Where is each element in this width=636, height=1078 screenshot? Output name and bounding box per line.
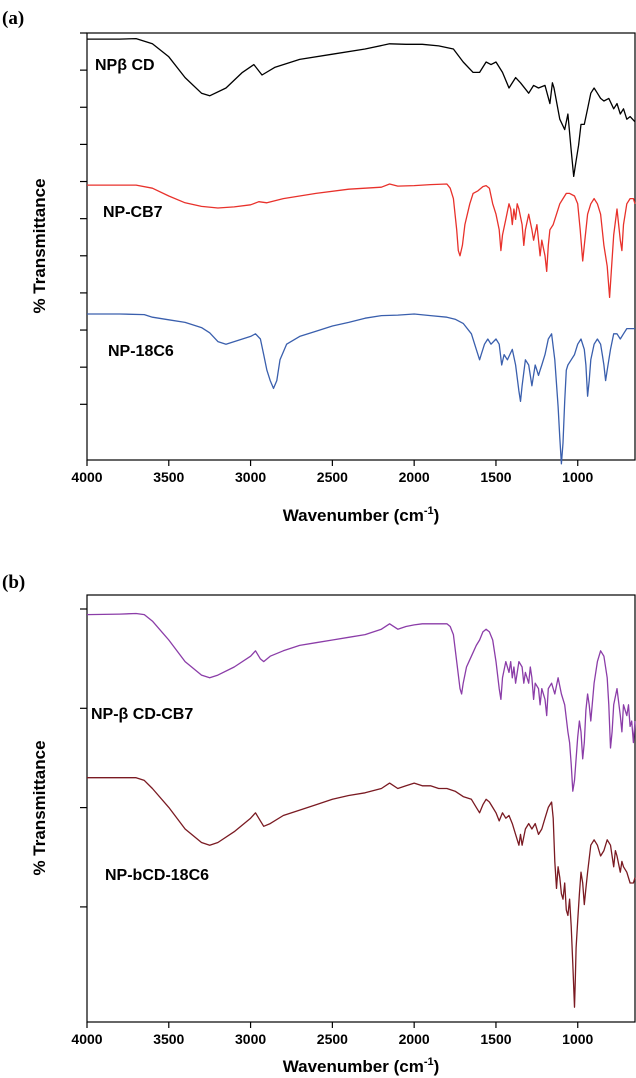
x-tick-label: 2000 — [399, 1031, 430, 1047]
panel-b-x-axis-title: Wavenumber (cm-1) — [283, 1056, 440, 1076]
panel-a-y-ticks — [80, 32, 87, 405]
panel-a-x-axis-title: Wavenumber (cm-1) — [283, 505, 440, 525]
panel-b-label: (b) — [2, 572, 25, 593]
series-line-1 — [87, 37, 636, 178]
panel-a-traces — [87, 37, 636, 465]
x-tick-label: 2000 — [399, 469, 430, 485]
panel-a-label: (a) — [2, 8, 24, 29]
panel-b: (b) 4000 3500 3000 2500 2000 1500 1000 NP-β CD… — [2, 572, 636, 1076]
series-label-np-beta-cd: NPβ CD — [95, 57, 155, 74]
panel-b-traces — [86, 612, 636, 1008]
series-line-2 — [87, 777, 636, 1008]
x-tick-label: 4000 — [71, 1031, 102, 1047]
panel-b-y-axis-title: % Transmittance — [30, 740, 49, 875]
panel-a-x-ticks: 4000 3500 3000 2500 2000 1500 1000 — [71, 460, 594, 485]
series-label-np-bcd-18c6: NP-bCD-18C6 — [105, 867, 209, 884]
x-tick-label: 1500 — [480, 469, 511, 485]
x-tick-label: 3000 — [235, 1031, 266, 1047]
panel-b-plot-frame — [86, 594, 636, 1023]
x-tick-label: 3500 — [153, 469, 184, 485]
series-label-np-beta-cd-cb7: NP-β CD-CB7 — [91, 706, 193, 723]
x-tick-label: 2500 — [317, 469, 348, 485]
panel-a-y-axis-title: % Transmittance — [30, 178, 49, 313]
series-line-1 — [86, 612, 636, 792]
panel-a: (a) 4000 3500 3000 2500 2000 1500 1000 NPβ CD … — [2, 8, 636, 525]
x-tick-label: 3000 — [235, 469, 266, 485]
panel-b-y-ticks — [80, 608, 87, 908]
series-label-np-18c6: NP-18C6 — [108, 343, 174, 360]
x-tick-label: 2500 — [317, 1031, 348, 1047]
panel-a-plot-frame — [86, 32, 636, 461]
panel-b-x-ticks: 4000 3500 3000 2500 2000 1500 1000 — [71, 1022, 594, 1047]
x-tick-label: 1000 — [562, 1031, 593, 1047]
series-line-3 — [87, 313, 635, 465]
x-tick-label: 1000 — [562, 469, 593, 485]
x-tick-label: 3500 — [153, 1031, 184, 1047]
x-tick-label: 4000 — [71, 469, 102, 485]
series-label-np-cb7: NP-CB7 — [103, 204, 163, 221]
x-tick-label: 1500 — [480, 1031, 511, 1047]
series-line-2 — [87, 183, 636, 299]
